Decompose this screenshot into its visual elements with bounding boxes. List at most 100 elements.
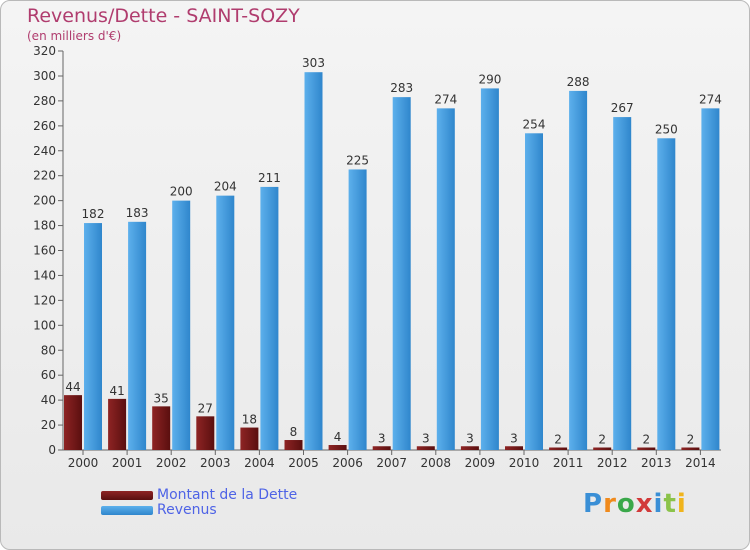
bars-group bbox=[64, 72, 720, 451]
bar-dette-2008 bbox=[416, 446, 435, 450]
x-tick-label: 2000 bbox=[68, 456, 99, 470]
y-tick-label: 140 bbox=[33, 268, 56, 282]
x-tick-label: 2010 bbox=[509, 456, 540, 470]
legend-label-dette: Montant de la Dette bbox=[157, 487, 298, 503]
y-tick-label: 280 bbox=[33, 94, 56, 108]
y-tick-label: 60 bbox=[41, 368, 56, 382]
bar-revenus-2001 bbox=[128, 221, 147, 450]
bar-dette-2001 bbox=[108, 398, 127, 450]
data-label-dette-2004: 18 bbox=[242, 413, 257, 427]
x-tick-label: 2013 bbox=[641, 456, 672, 470]
bar-revenus-2013 bbox=[657, 138, 676, 450]
data-label-dette-2013: 2 bbox=[642, 433, 650, 447]
data-label-revenus-2011: 288 bbox=[567, 75, 590, 89]
bar-revenus-2006 bbox=[348, 169, 367, 450]
legend-swatch-revenus bbox=[101, 505, 153, 515]
x-tick-label: 2012 bbox=[597, 456, 628, 470]
data-label-dette-2011: 2 bbox=[554, 433, 562, 447]
axes: 0 20 40 60 80 100 120 140 160 180 200 220 240 260 280 3… bbox=[33, 44, 721, 470]
x-tick-label: 2004 bbox=[244, 456, 275, 470]
y-tick-label: 40 bbox=[41, 393, 56, 407]
bar-revenus-2009 bbox=[480, 88, 499, 450]
logo-letter: i bbox=[676, 489, 687, 519]
data-label-dette-2010: 3 bbox=[510, 431, 518, 445]
bar-dette-2002 bbox=[152, 406, 171, 450]
x-tick-label: 2007 bbox=[376, 456, 407, 470]
x-tick-label: 2002 bbox=[156, 456, 187, 470]
bar-dette-2011 bbox=[549, 447, 568, 450]
x-tick-label: 2001 bbox=[112, 456, 143, 470]
y-tick-label: 240 bbox=[33, 144, 56, 158]
x-tick-label: 2006 bbox=[332, 456, 363, 470]
x-tick-label: 2005 bbox=[288, 456, 319, 470]
data-label-revenus-2014: 274 bbox=[699, 92, 722, 106]
y-tick-label: 180 bbox=[33, 219, 56, 233]
data-label-revenus-2008: 274 bbox=[434, 92, 457, 106]
y-tick-label: 100 bbox=[33, 318, 56, 332]
bar-dette-2003 bbox=[196, 416, 215, 450]
bar-dette-2006 bbox=[328, 445, 347, 450]
x-tick-label: 2011 bbox=[553, 456, 584, 470]
y-tick-label: 0 bbox=[48, 443, 56, 457]
bar-revenus-2004 bbox=[260, 186, 279, 451]
legend-item-dette: Montant de la Dette bbox=[101, 487, 297, 503]
bar-dette-2009 bbox=[460, 446, 479, 450]
data-label-dette-2006: 4 bbox=[334, 430, 342, 444]
y-tick-label: 220 bbox=[33, 169, 56, 183]
bar-revenus-2002 bbox=[172, 200, 191, 450]
logo-letter: P bbox=[583, 489, 604, 519]
x-tick-label: 2008 bbox=[421, 456, 452, 470]
data-label-revenus-2013: 250 bbox=[655, 122, 678, 136]
bar-dette-2014 bbox=[681, 447, 700, 450]
legend-swatch-dette bbox=[101, 490, 153, 500]
bar-revenus-2014 bbox=[701, 108, 720, 450]
bar-dette-2012 bbox=[593, 447, 612, 450]
y-tick-label: 120 bbox=[33, 293, 56, 307]
bar-dette-2010 bbox=[505, 446, 523, 450]
data-label-dette-2007: 3 bbox=[378, 431, 386, 445]
logo-letter: o bbox=[616, 489, 636, 519]
legend-label-revenus: Revenus bbox=[157, 502, 217, 518]
data-label-dette-2000: 44 bbox=[65, 380, 80, 394]
data-label-revenus-2006: 225 bbox=[346, 153, 369, 167]
bar-dette-2004 bbox=[240, 427, 259, 450]
data-label-revenus-2012: 267 bbox=[611, 101, 634, 115]
data-label-revenus-2004: 211 bbox=[258, 171, 281, 185]
x-tick-label: 2003 bbox=[200, 456, 231, 470]
bar-revenus-2000 bbox=[84, 223, 102, 450]
bar-revenus-2008 bbox=[436, 108, 455, 450]
bar-dette-2013 bbox=[637, 447, 656, 450]
data-label-revenus-2007: 283 bbox=[390, 81, 413, 95]
bar-dette-2000 bbox=[64, 395, 82, 450]
y-tick-label: 20 bbox=[41, 418, 56, 432]
logo-letter: r bbox=[603, 489, 617, 519]
x-tick-label: 2014 bbox=[685, 456, 716, 470]
proxiti-logo: Proxiti bbox=[583, 489, 687, 519]
bar-revenus-2003 bbox=[216, 195, 235, 450]
data-labels-group: 44 182 41 183 35 200 27 204 18 211 8 303 4 225 3 283 3 27… bbox=[65, 56, 721, 446]
data-label-revenus-2001: 183 bbox=[126, 206, 149, 220]
bar-revenus-2007 bbox=[392, 97, 411, 451]
legend-item-revenus: Revenus bbox=[101, 502, 217, 518]
bar-revenus-2005 bbox=[304, 72, 323, 451]
data-label-dette-2014: 2 bbox=[687, 433, 695, 447]
data-label-dette-2009: 3 bbox=[466, 431, 474, 445]
data-label-dette-2002: 35 bbox=[154, 391, 169, 405]
y-tick-label: 200 bbox=[33, 194, 56, 208]
logo-letter: x bbox=[635, 489, 654, 519]
y-tick-label: 300 bbox=[33, 69, 56, 83]
bar-revenus-2011 bbox=[569, 90, 588, 451]
data-label-revenus-2005: 303 bbox=[302, 56, 325, 70]
data-label-dette-2008: 3 bbox=[422, 431, 430, 445]
y-tick-label: 80 bbox=[41, 343, 56, 357]
chart-subtitle: (en milliers d'€) bbox=[27, 29, 122, 43]
chart-title: Revenus/Dette - SAINT-SOZY bbox=[27, 5, 300, 27]
y-tick-label: 160 bbox=[33, 244, 56, 258]
logo-letter: t bbox=[663, 489, 677, 519]
data-label-dette-2003: 27 bbox=[198, 401, 213, 415]
bar-revenus-2010 bbox=[525, 133, 543, 450]
x-tick-label: 2009 bbox=[465, 456, 496, 470]
y-tick-label: 260 bbox=[33, 119, 56, 133]
